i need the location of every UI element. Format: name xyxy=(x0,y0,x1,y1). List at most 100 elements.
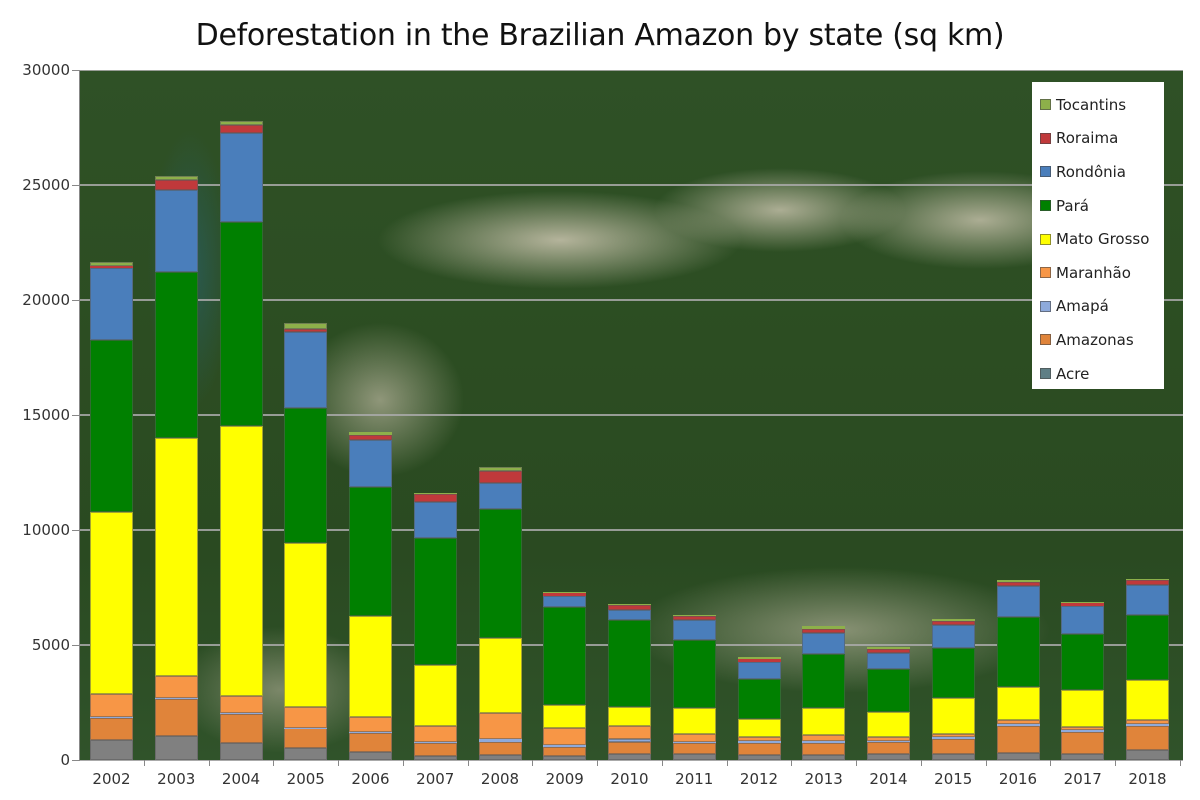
bar-segment-roraima xyxy=(608,604,651,610)
bar-segment-tocantins xyxy=(867,647,910,649)
bar-segment-mato-grosso xyxy=(543,704,587,728)
bar-segment-acre xyxy=(672,754,716,760)
bar-segment-acre xyxy=(802,754,846,760)
legend-item-acre: Acre xyxy=(1032,357,1164,391)
bar-segment-maranhão xyxy=(1061,726,1105,731)
bar-2010 xyxy=(608,70,651,760)
bar-2007 xyxy=(413,70,457,760)
gridline xyxy=(80,299,1183,301)
x-tick-mark xyxy=(143,760,145,766)
chart-title: Deforestation in the Brazilian Amazon by… xyxy=(195,18,1005,53)
bar-segment-tocantins xyxy=(284,322,328,329)
bar-segment-roraima xyxy=(349,434,392,440)
bar-segment-amazonas xyxy=(672,743,716,755)
bar-segment-tocantins xyxy=(219,120,263,125)
bar-segment-tocantins xyxy=(672,614,716,617)
bar-segment-amazonas xyxy=(543,746,587,757)
legend-swatch-roraima xyxy=(1040,132,1051,144)
bar-segment-rondônia xyxy=(543,595,587,607)
bar-segment-maranhão xyxy=(284,706,328,728)
bar-segment-roraima xyxy=(219,124,263,134)
bar-segment-tocantins xyxy=(349,432,392,435)
bar-segment-amapá xyxy=(867,740,910,743)
legend: Tocantins Roraima Rondônia Pará Mato Gro… xyxy=(1032,82,1164,389)
bar-segment-tocantins xyxy=(802,625,846,629)
x-tick-label: 2009 xyxy=(545,770,584,788)
bar-segment-maranhão xyxy=(413,725,457,742)
bar-segment-amapá xyxy=(413,741,457,743)
bar-segment-amapá xyxy=(219,713,263,715)
y-tick-mark xyxy=(72,760,80,761)
bar-segment-pará xyxy=(413,538,457,665)
bar-2017 xyxy=(1061,70,1105,760)
bar-segment-acre xyxy=(478,754,522,760)
bar-segment-rondônia xyxy=(737,661,781,679)
bar-segment-amazonas xyxy=(931,739,975,754)
bar-segment-acre xyxy=(1061,754,1105,760)
bar-segment-rondônia xyxy=(1061,605,1105,634)
bar-segment-maranhão xyxy=(672,734,716,742)
bar-segment-acre xyxy=(608,754,651,760)
x-tick-mark xyxy=(467,760,469,766)
bar-segment-maranhão xyxy=(867,736,910,741)
bar-segment-acre xyxy=(867,754,910,760)
x-axis-line xyxy=(80,760,1183,761)
bar-segment-pará xyxy=(90,339,133,513)
bar-2008 xyxy=(478,70,522,760)
bar-segment-mato-grosso xyxy=(802,708,846,735)
legend-label: Amapá xyxy=(1056,297,1109,316)
x-tick-mark xyxy=(985,760,987,766)
bar-segment-acre xyxy=(931,754,975,760)
bar-segment-roraima xyxy=(737,658,781,662)
bar-2018 xyxy=(1126,70,1169,760)
bar-segment-rondônia xyxy=(996,585,1040,618)
bar-segment-mato-grosso xyxy=(219,425,263,697)
bar-segment-rondônia xyxy=(802,632,846,655)
bar-segment-pará xyxy=(1126,614,1169,680)
x-tick-label: 2018 xyxy=(1128,770,1167,788)
legend-label: Rondônia xyxy=(1056,162,1126,181)
legend-swatch-maranhao xyxy=(1040,267,1051,279)
legend-label: Tocantins xyxy=(1056,95,1127,114)
bar-segment-roraima xyxy=(672,616,716,620)
y-tick-mark xyxy=(72,415,80,416)
bar-segment-rondônia xyxy=(90,268,133,340)
y-tick-mark xyxy=(72,185,80,186)
bar-segment-maranhão xyxy=(996,719,1040,725)
x-tick-label: 2013 xyxy=(804,770,843,788)
x-tick-label: 2012 xyxy=(739,770,779,788)
bar-segment-tocantins xyxy=(543,591,587,593)
bar-2012 xyxy=(737,70,781,760)
bar-segment-pará xyxy=(543,606,587,705)
bar-segment-mato-grosso xyxy=(349,616,392,717)
bar-segment-amapá xyxy=(154,698,198,700)
bar-segment-pará xyxy=(478,509,522,639)
legend-item-tocantins: Tocantins xyxy=(1032,88,1164,122)
bar-segment-rondônia xyxy=(867,653,910,669)
bar-segment-mato-grosso xyxy=(1061,689,1105,727)
x-tick-mark xyxy=(273,760,275,766)
legend-item-maranhao: Maranhão xyxy=(1032,256,1164,290)
bar-segment-tocantins xyxy=(737,657,781,659)
x-tick-label: 2010 xyxy=(610,770,649,788)
bar-segment-acre xyxy=(90,739,133,760)
legend-item-rondonia: Rondônia xyxy=(1032,155,1164,189)
bar-2016 xyxy=(996,70,1040,760)
bar-segment-maranhão xyxy=(219,696,263,714)
bar-segment-amapá xyxy=(284,727,328,729)
bar-segment-rondônia xyxy=(1126,584,1169,615)
x-tick-mark xyxy=(1050,760,1052,766)
bar-segment-amapá xyxy=(608,738,651,742)
x-tick-mark xyxy=(597,760,599,766)
bar-segment-pará xyxy=(802,654,846,708)
y-tick-label: 30000 xyxy=(22,61,70,79)
bar-segment-maranhão xyxy=(802,734,846,741)
bar-segment-maranhão xyxy=(737,736,781,741)
bar-segment-tocantins xyxy=(478,467,522,471)
bar-segment-acre xyxy=(737,754,781,760)
legend-swatch-mato-grosso xyxy=(1040,233,1051,245)
bar-segment-amazonas xyxy=(478,741,522,755)
legend-swatch-amapa xyxy=(1040,300,1051,312)
legend-label: Mato Grosso xyxy=(1056,230,1150,249)
x-tick-mark xyxy=(532,760,534,766)
